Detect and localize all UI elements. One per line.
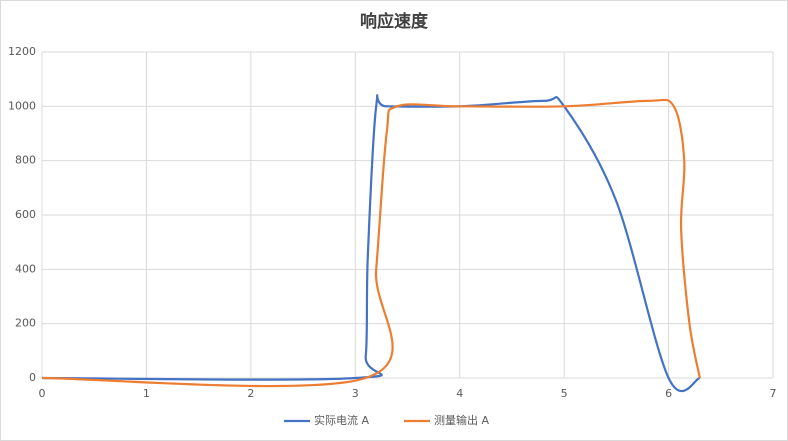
y-tick-label: 600	[15, 208, 36, 221]
y-tick-label: 0	[29, 371, 36, 384]
x-tick-label: 2	[247, 387, 254, 400]
x-tick-label: 4	[456, 387, 463, 400]
legend-label: 实际电流 A	[314, 413, 369, 427]
chart-title: 响应速度	[360, 11, 429, 32]
legend-label: 测量输出 A	[434, 413, 489, 427]
x-tick-label: 6	[665, 387, 672, 400]
x-tick-label: 7	[770, 387, 777, 400]
series-line	[41, 98, 701, 388]
y-tick-label: 1000	[8, 99, 36, 112]
x-tick-label: 1	[143, 387, 150, 400]
y-tick-label: 800	[15, 154, 36, 167]
x-tick-label: 0	[39, 387, 46, 400]
x-tick-label: 3	[352, 387, 359, 400]
series-line	[41, 94, 701, 393]
y-tick-label: 200	[15, 317, 36, 330]
y-tick-label: 1200	[8, 45, 36, 58]
y-tick-label: 400	[15, 262, 36, 275]
x-tick-label: 5	[561, 387, 568, 400]
